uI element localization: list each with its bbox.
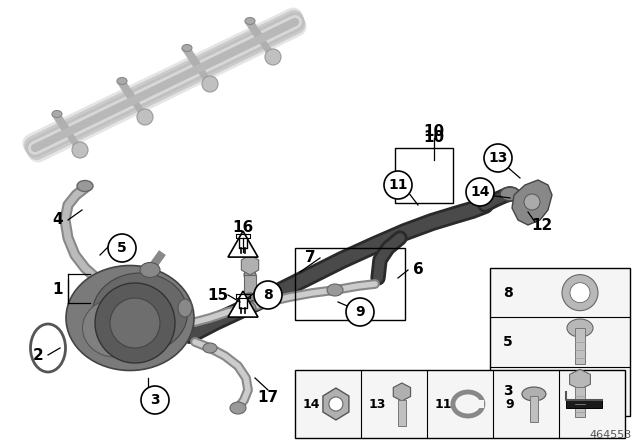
Text: 4: 4 [52,212,63,228]
Ellipse shape [66,266,194,370]
Circle shape [141,386,169,414]
Text: 16: 16 [232,220,253,236]
Text: 9: 9 [355,305,365,319]
Text: 12: 12 [531,217,552,233]
Ellipse shape [244,270,256,280]
Circle shape [202,76,218,92]
Circle shape [95,283,175,363]
Text: 3: 3 [503,384,513,398]
Circle shape [346,298,374,326]
Text: 17: 17 [257,391,278,405]
Text: 10: 10 [424,125,445,139]
Circle shape [484,144,512,172]
Ellipse shape [83,299,147,357]
Text: 11: 11 [388,178,408,192]
Text: 2: 2 [33,348,44,362]
Ellipse shape [244,293,256,301]
Text: 10: 10 [424,130,445,146]
Bar [398,400,406,426]
Circle shape [524,194,540,210]
Circle shape [562,275,598,310]
Circle shape [384,171,412,199]
Text: 464553: 464553 [589,430,632,440]
Polygon shape [566,400,602,408]
Ellipse shape [327,284,343,296]
Ellipse shape [77,181,93,191]
Text: 15: 15 [207,288,228,302]
Circle shape [570,283,590,303]
Polygon shape [393,383,411,401]
Circle shape [254,281,282,309]
Ellipse shape [52,111,62,117]
Text: 8: 8 [263,288,273,302]
Ellipse shape [245,17,255,25]
Bar [244,275,256,297]
Bar [395,148,453,203]
Polygon shape [228,231,258,257]
Text: 7: 7 [305,250,316,266]
Bar [575,388,585,418]
Text: 5: 5 [117,241,127,255]
Text: 11: 11 [435,397,452,410]
Polygon shape [228,291,258,317]
Text: 5: 5 [503,335,513,349]
Polygon shape [512,180,552,225]
Text: 3: 3 [150,393,160,407]
Text: 1: 1 [52,283,63,297]
Ellipse shape [240,302,256,314]
Ellipse shape [117,78,127,85]
Text: 13: 13 [488,151,508,165]
Text: 6: 6 [413,263,424,277]
Ellipse shape [500,187,520,201]
Ellipse shape [140,263,160,277]
Bar [575,328,585,364]
Ellipse shape [230,402,246,414]
Ellipse shape [178,299,192,317]
Circle shape [265,49,281,65]
Circle shape [108,234,136,262]
Text: 9: 9 [505,397,514,410]
Polygon shape [570,369,590,389]
Text: 8: 8 [503,286,513,300]
Ellipse shape [203,343,217,353]
Circle shape [466,178,494,206]
Circle shape [137,109,153,125]
Ellipse shape [522,387,546,401]
Text: 14: 14 [470,185,490,199]
Ellipse shape [567,319,593,337]
Bar [490,268,630,416]
Polygon shape [323,388,349,420]
Bar [530,396,538,422]
Bar [295,370,625,438]
Circle shape [329,397,343,411]
Circle shape [72,142,88,158]
Ellipse shape [93,273,188,353]
Bar [476,400,484,408]
Polygon shape [241,255,259,275]
Circle shape [110,298,160,348]
Text: 14: 14 [303,397,320,410]
Ellipse shape [182,44,192,52]
Text: 13: 13 [369,397,386,410]
Bar [295,248,405,320]
